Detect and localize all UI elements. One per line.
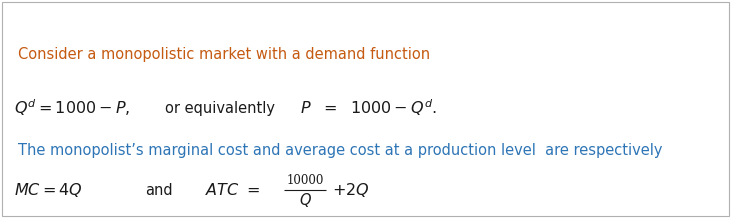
- Text: $ATC\ =$: $ATC\ =$: [205, 182, 260, 199]
- Text: $MC = 4Q$: $MC = 4Q$: [14, 181, 83, 199]
- FancyBboxPatch shape: [2, 2, 729, 216]
- Text: $Q$: $Q$: [298, 191, 311, 209]
- Text: $Q^d = 1000 - P,$: $Q^d = 1000 - P,$: [14, 98, 130, 118]
- Text: Consider a monopolistic market with a demand function: Consider a monopolistic market with a de…: [18, 48, 430, 63]
- Text: and: and: [145, 182, 173, 198]
- Text: The monopolist’s marginal cost and average cost at a production level  are respe: The monopolist’s marginal cost and avera…: [18, 143, 662, 157]
- Text: $P\ \ =\ \ 1000 - Q^d.$: $P\ \ =\ \ 1000 - Q^d.$: [300, 98, 437, 118]
- Text: $+ 2Q$: $+ 2Q$: [332, 181, 370, 199]
- Text: 10000: 10000: [287, 174, 324, 187]
- Text: or equivalently: or equivalently: [165, 100, 275, 116]
